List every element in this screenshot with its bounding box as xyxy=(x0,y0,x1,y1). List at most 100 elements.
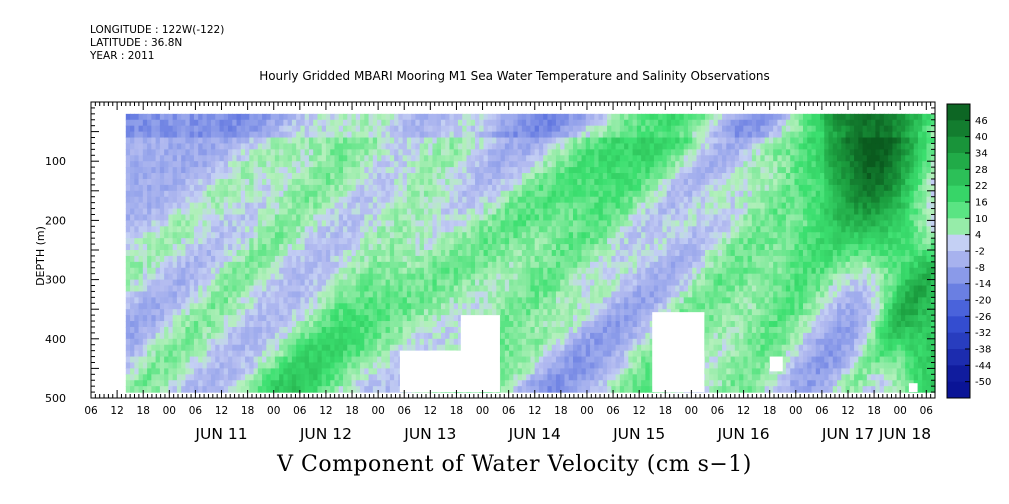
heatmap-cell xyxy=(130,321,135,328)
heatmap-cell xyxy=(296,232,302,239)
heatmap-cell xyxy=(147,261,152,269)
heatmap-cell xyxy=(470,273,476,281)
heatmap-cell xyxy=(538,125,544,133)
heatmap-cell xyxy=(347,297,353,304)
heatmap-cell xyxy=(504,190,510,198)
heatmap-cell xyxy=(432,338,438,346)
heatmap-cell xyxy=(147,273,152,281)
heatmap-cell xyxy=(521,279,527,287)
heatmap-cell xyxy=(368,380,374,387)
heatmap-cell xyxy=(193,350,199,358)
heatmap-cell xyxy=(568,321,574,328)
heatmap-cell xyxy=(577,155,583,162)
heatmap-cell xyxy=(436,267,442,275)
heatmap-cell xyxy=(496,167,502,174)
heatmap-cell xyxy=(172,297,178,304)
heatmap-cell xyxy=(151,273,157,281)
heatmap-cell xyxy=(198,332,204,340)
heatmap-cell xyxy=(168,291,174,298)
heatmap-cell xyxy=(372,178,378,186)
heatmap-cell xyxy=(176,161,182,168)
heatmap-cell xyxy=(240,338,246,346)
heatmap-cell xyxy=(266,261,272,269)
heatmap-cell xyxy=(270,279,276,287)
heatmap-cell xyxy=(568,244,574,251)
heatmap-cell xyxy=(172,285,178,293)
heatmap-cell xyxy=(419,214,425,221)
heatmap-cell xyxy=(423,143,429,150)
heatmap-cell xyxy=(330,125,336,133)
heatmap-cell xyxy=(517,374,523,381)
heatmap-cell xyxy=(219,332,225,340)
heatmap-cell xyxy=(172,131,178,139)
heatmap-cell xyxy=(509,137,514,145)
heatmap-cell xyxy=(377,344,382,352)
heatmap-cell xyxy=(538,214,544,221)
heatmap-cell xyxy=(368,184,374,192)
heatmap-cell xyxy=(189,273,195,281)
heatmap-cell xyxy=(134,184,140,192)
heatmap-cell xyxy=(181,178,187,186)
heatmap-cell xyxy=(526,244,531,251)
heatmap-cell xyxy=(270,356,276,364)
heatmap-cell xyxy=(172,178,178,186)
heatmap-cell xyxy=(521,344,527,352)
heatmap-cell xyxy=(547,214,553,221)
heatmap-cell xyxy=(547,267,553,275)
heatmap-cell xyxy=(321,332,327,340)
heatmap-cell xyxy=(526,238,531,245)
heatmap-cell xyxy=(347,338,353,346)
heatmap-cell xyxy=(228,202,233,210)
heatmap-cell xyxy=(300,338,306,346)
heatmap-cell xyxy=(155,190,161,198)
heatmap-cell xyxy=(445,137,451,145)
heatmap-cell xyxy=(287,338,293,346)
heatmap-cell xyxy=(223,113,229,121)
heatmap-cell xyxy=(330,244,336,251)
heatmap-cell xyxy=(500,309,506,316)
heatmap-cell xyxy=(219,113,225,121)
heatmap-cell xyxy=(138,285,144,293)
heatmap-cell xyxy=(257,202,263,210)
heatmap-cell xyxy=(564,208,570,216)
heatmap-cell xyxy=(155,291,161,298)
heatmap-cell xyxy=(147,226,152,233)
heatmap-cell xyxy=(138,273,144,281)
heatmap-cell xyxy=(317,155,323,162)
heatmap-cell xyxy=(313,362,319,369)
heatmap-cell xyxy=(291,131,297,139)
heatmap-cell xyxy=(130,309,135,316)
heatmap-cell xyxy=(313,196,319,204)
heatmap-cell xyxy=(504,344,510,352)
heatmap-cell xyxy=(249,161,255,168)
heatmap-cell xyxy=(487,226,493,233)
heatmap-cell xyxy=(551,309,557,316)
heatmap-cell xyxy=(321,326,327,334)
heatmap-cell xyxy=(428,267,434,275)
heatmap-cell xyxy=(423,338,429,346)
heatmap-cell xyxy=(479,214,485,221)
heatmap-cell xyxy=(509,161,514,168)
heatmap-cell xyxy=(236,261,242,269)
heatmap-cell xyxy=(317,303,323,310)
heatmap-cell xyxy=(262,285,267,293)
heatmap-cell xyxy=(232,267,238,275)
heatmap-cell xyxy=(504,119,510,127)
heatmap-cell xyxy=(500,255,506,263)
heatmap-cell xyxy=(338,226,344,233)
heatmap-cell xyxy=(245,155,250,162)
heatmap-cell xyxy=(364,309,370,316)
heatmap-cell xyxy=(223,279,229,287)
heatmap-cell xyxy=(283,321,289,328)
heatmap-cell xyxy=(198,131,204,139)
heatmap-cell xyxy=(330,338,336,346)
heatmap-cell xyxy=(389,113,395,121)
heatmap-cell xyxy=(364,161,370,168)
heatmap-cell xyxy=(164,344,169,352)
heatmap-cell xyxy=(368,155,374,162)
heatmap-cell xyxy=(394,374,399,381)
heatmap-cell xyxy=(185,380,191,387)
heatmap-cell xyxy=(257,155,263,162)
heatmap-cell xyxy=(249,113,255,121)
heatmap-cell xyxy=(492,220,497,227)
